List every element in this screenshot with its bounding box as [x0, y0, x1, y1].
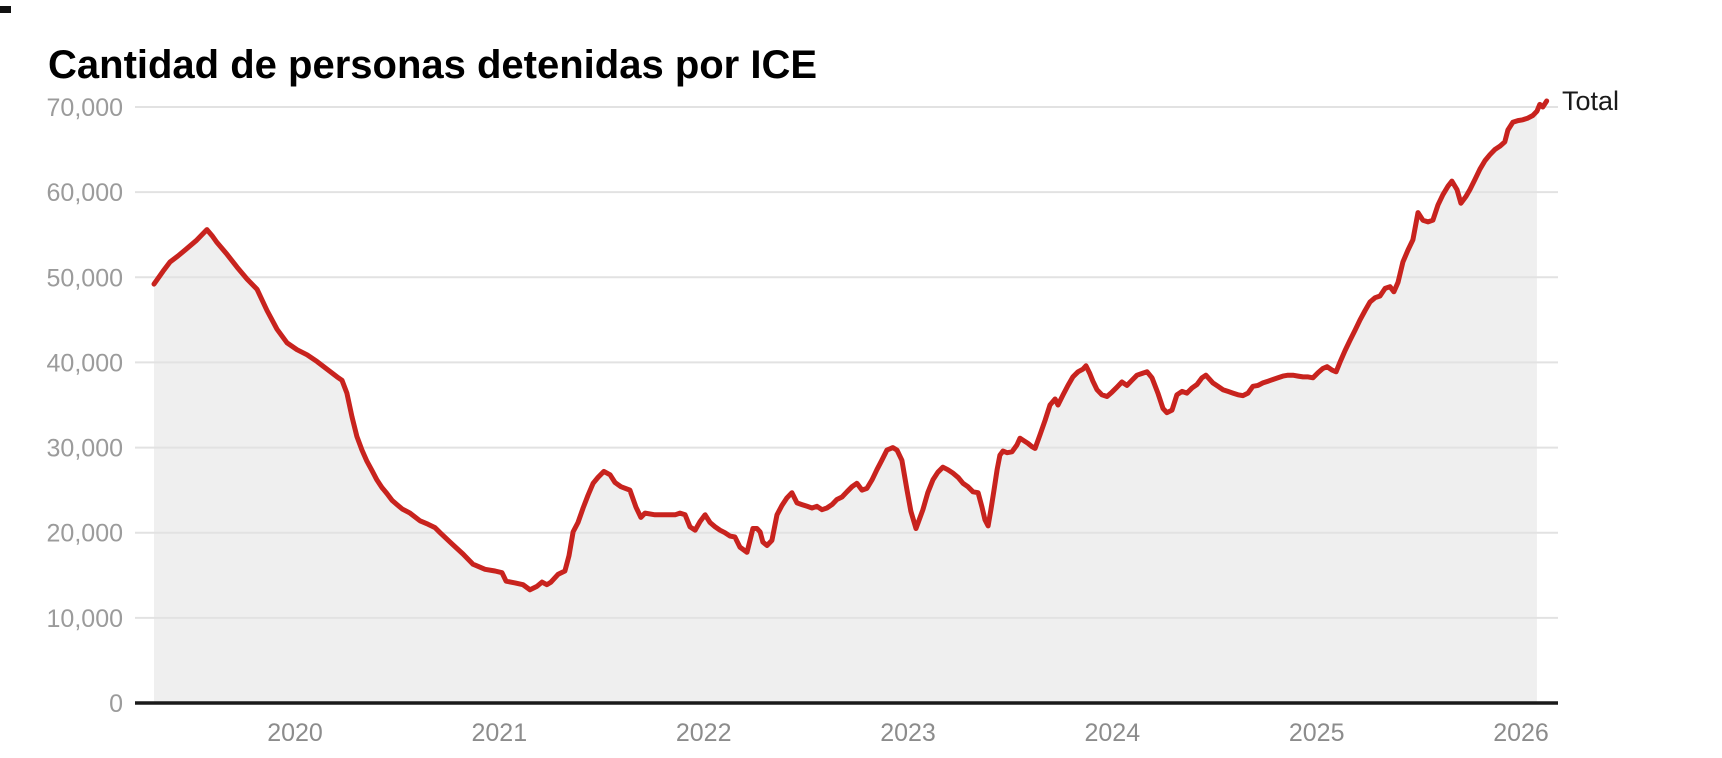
y-axis-tick-label: 70,000: [47, 94, 123, 122]
detention-total-line: [151, 98, 1550, 593]
y-axis-tick-label: 60,000: [47, 179, 123, 207]
series-end-label: Total: [1562, 86, 1620, 116]
y-axis-tick-label: 20,000: [47, 520, 123, 548]
y-axis-tick-label: 50,000: [47, 264, 123, 292]
y-axis-tick-label: 0: [109, 690, 123, 718]
x-axis-tick-label: 2023: [880, 719, 936, 747]
y-axis-tick-label: 10,000: [47, 605, 123, 633]
x-axis-tick-label: 2021: [471, 719, 527, 747]
y-axis-tick-label: 30,000: [47, 435, 123, 463]
y-axis-tick-label: 40,000: [47, 349, 123, 377]
page-title: Cantidad de personas detenidas por ICE: [48, 42, 818, 87]
x-axis-tick-label: 2026: [1493, 719, 1549, 747]
corner-mark: [0, 6, 11, 13]
x-axis-tick-label: 2024: [1084, 719, 1140, 747]
x-axis-tick-label: 2020: [267, 719, 323, 747]
x-axis-tick-label: 2025: [1289, 719, 1345, 747]
x-axis-tick-label: 2022: [676, 719, 732, 747]
area-fill: [154, 111, 1537, 704]
